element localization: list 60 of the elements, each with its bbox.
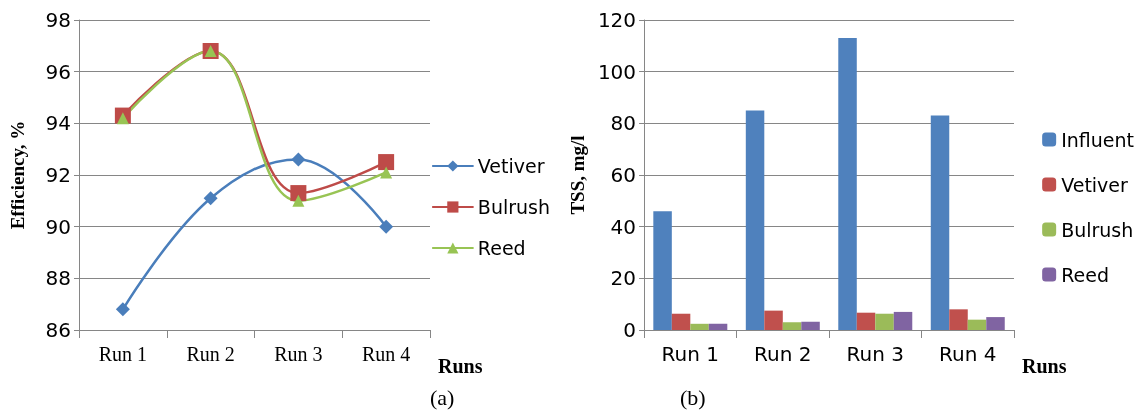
point [378, 154, 395, 171]
bar [893, 311, 913, 330]
bar [875, 313, 894, 330]
bar [782, 322, 802, 330]
y-tick-label: 96 [45, 59, 71, 84]
y-tick-label: 92 [45, 163, 71, 187]
x-axis-title: Runs [438, 355, 483, 377]
y-tick-label: 94 [45, 111, 71, 136]
bar [930, 115, 950, 330]
text: (b) [680, 384, 706, 410]
bar [801, 321, 820, 330]
bar [949, 309, 968, 330]
bar [764, 310, 783, 330]
x-tick-label: Run 3 [846, 342, 904, 366]
point [116, 112, 129, 125]
bar [986, 317, 1005, 330]
legend-label: Vetiver [477, 155, 545, 177]
x-tick-label: Run 1 [661, 342, 720, 366]
point [292, 194, 305, 207]
x-tick-label: Run 2 [754, 342, 812, 366]
y-axis-title: TSS, mg/l [567, 135, 588, 215]
legend-label: Influent [1061, 128, 1135, 151]
x-tick-label: Run 4 [361, 343, 411, 365]
legend-label: Vetiver [1061, 173, 1129, 196]
point [290, 185, 307, 202]
y-tick-label: 88 [45, 266, 71, 291]
y-tick-label: 60 [610, 163, 637, 187]
x-axis-title: Runs [1022, 355, 1067, 377]
legend-label: Reed [1061, 263, 1109, 286]
x-tick-label: Run 2 [186, 343, 235, 365]
bar [708, 323, 728, 330]
x-tick-label: Run 1 [98, 343, 148, 365]
point [379, 219, 394, 234]
y-tick-label: 98 [45, 8, 71, 32]
y-axis-title: Efficiency, % [7, 120, 28, 230]
x-tick-label: Run 4 [939, 342, 997, 366]
bar [671, 313, 691, 330]
y-tick-label: 20 [610, 266, 637, 291]
bar [967, 319, 987, 330]
bar [745, 110, 765, 330]
legend-label: Bulrush [1061, 218, 1134, 241]
x-tick-label: Run 3 [274, 343, 323, 365]
point [291, 152, 306, 167]
legend-label: Bulrush [477, 196, 551, 218]
bar [838, 38, 857, 330]
y-tick-label: 40 [610, 214, 637, 239]
legend-label: Reed [477, 237, 526, 259]
point [380, 166, 393, 179]
bar [856, 312, 876, 330]
y-tick-label: 90 [45, 214, 71, 239]
y-tick-label: 0 [623, 318, 637, 342]
point [115, 302, 130, 317]
point [203, 191, 218, 206]
y-tick-label: 100 [597, 59, 637, 84]
y-tick-label: 86 [45, 318, 71, 342]
y-tick-label: 120 [597, 8, 637, 32]
bar [653, 211, 672, 330]
bar [690, 323, 709, 330]
text: (a) [430, 384, 455, 410]
y-tick-label: 80 [610, 111, 637, 136]
